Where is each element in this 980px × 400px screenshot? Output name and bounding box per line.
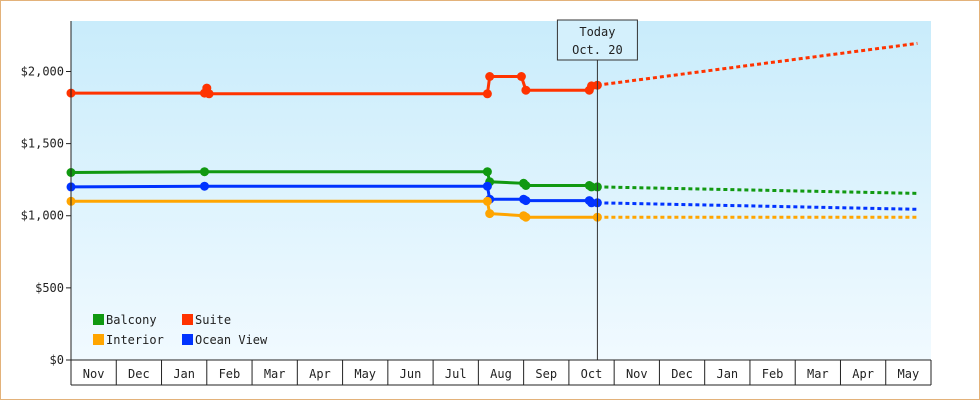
legend-label-suite: Suite	[195, 313, 231, 327]
data-point-suite	[521, 85, 531, 95]
data-point-ocean-view	[482, 181, 492, 191]
forecast-line-balcony	[597, 185, 918, 195]
data-point-interior	[485, 209, 495, 219]
forecast-line-ocean-view	[597, 201, 918, 211]
y-tick-label: $2,000	[21, 64, 64, 78]
legend-swatch-ocean-view	[182, 334, 193, 345]
today-box	[556, 19, 638, 61]
month-label: Feb	[219, 367, 241, 381]
data-point-ocean-view	[521, 196, 531, 206]
y-tick-label: $1,500	[21, 137, 64, 151]
series-layer	[66, 41, 918, 222]
data-point-suite	[516, 72, 526, 81]
data-point-balcony	[482, 167, 492, 177]
month-label: Sep	[535, 367, 557, 381]
month-label: Feb	[762, 367, 784, 381]
month-label: Nov	[626, 367, 648, 381]
month-label: Nov	[83, 367, 105, 381]
data-point-balcony	[200, 167, 209, 177]
month-label: Jan	[716, 367, 738, 381]
legend-label-balcony: Balcony	[106, 313, 157, 327]
axes	[70, 21, 931, 361]
month-label: Apr	[852, 367, 874, 381]
data-point-interior	[521, 212, 531, 222]
y-tick-label: $1,000	[21, 209, 64, 223]
month-label: Dec	[128, 367, 150, 381]
month-label: Aug	[490, 367, 512, 381]
month-label: Jun	[400, 367, 422, 381]
month-label: Jan	[173, 367, 195, 381]
today-marker: Today Oct. 20	[556, 19, 638, 360]
month-label: May	[354, 367, 376, 381]
month-label: Mar	[807, 367, 829, 381]
today-date: Oct. 20	[572, 43, 623, 57]
legend-label-ocean-view: Ocean View	[195, 333, 268, 347]
month-axis: Nov Dec Jan Feb Mar Apr May Jun Jul Aug Sep Oct Nov D…	[70, 360, 932, 386]
legend-label-interior: Interior	[106, 333, 164, 347]
month-label: Jul	[445, 367, 467, 381]
today-label: Today	[579, 25, 615, 39]
data-point-interior	[482, 196, 492, 206]
month-label: Oct	[581, 367, 603, 381]
y-ticks: $0 $500 $1,000 $1,500 $2,000	[21, 64, 71, 367]
y-tick-label: $500	[35, 281, 64, 295]
data-point-balcony	[521, 181, 531, 190]
month-label: May	[898, 367, 920, 381]
data-point-suite	[204, 89, 214, 99]
month-label: Mar	[264, 367, 286, 381]
legend-swatch-interior	[93, 334, 104, 345]
data-point-suite	[485, 72, 495, 81]
y-tick-label: $0	[50, 353, 64, 367]
legend: Balcony Suite Interior Ocean View	[93, 313, 268, 347]
data-point-suite	[482, 89, 492, 99]
forecast-line-suite	[597, 41, 918, 87]
month-label: Dec	[671, 367, 693, 381]
legend-swatch-balcony	[93, 314, 104, 325]
legend-swatch-suite	[182, 314, 193, 325]
month-label: Apr	[309, 367, 331, 381]
data-point-ocean-view	[200, 181, 209, 191]
